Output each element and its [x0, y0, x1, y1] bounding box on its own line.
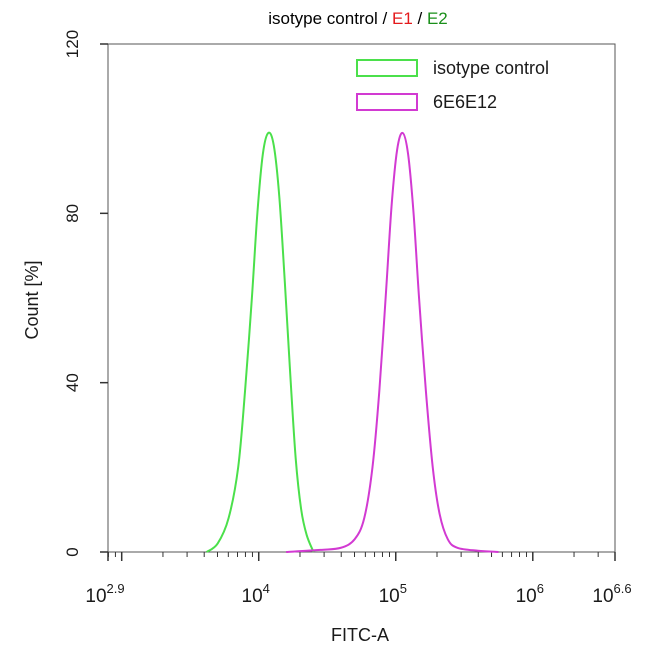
y-tick-label: 40 [63, 373, 82, 392]
title-part-0: isotype control / [268, 9, 392, 28]
legend-label-1: 6E6E12 [433, 92, 497, 112]
y-axis-label: Count [%] [22, 260, 42, 339]
title-part-2: / [413, 9, 427, 28]
legend-swatch-1 [356, 93, 418, 111]
legend-swatch-0 [356, 59, 418, 77]
y-tick-label: 120 [63, 30, 82, 58]
legend-label-0: isotype control [433, 58, 549, 78]
tick-marks: 0 40 80 120 102.9 104 105 106 106.6 [63, 30, 632, 607]
x-axis-label: FITC-A [331, 625, 389, 645]
y-tick-label: 0 [63, 547, 82, 556]
legend: isotype control 6E6E12 [356, 58, 549, 112]
x-tick-label: 104 [242, 581, 270, 607]
plot-frame [107, 43, 616, 553]
series-lines [206, 131, 499, 553]
axes [107, 43, 616, 553]
x-tick-label: 106.6 [592, 581, 631, 607]
x-tick-label: 106 [516, 581, 544, 607]
x-tick-label: 102.9 [85, 581, 124, 607]
chart-title: isotype control / E1 / E2 [268, 9, 448, 28]
x-tick-label: 105 [379, 581, 407, 607]
series-line-0 [206, 131, 315, 553]
series-line-1 [286, 131, 499, 553]
y-tick-label: 80 [63, 204, 82, 223]
title-part-1: E1 [392, 9, 413, 28]
title-part-3: E2 [427, 9, 448, 28]
